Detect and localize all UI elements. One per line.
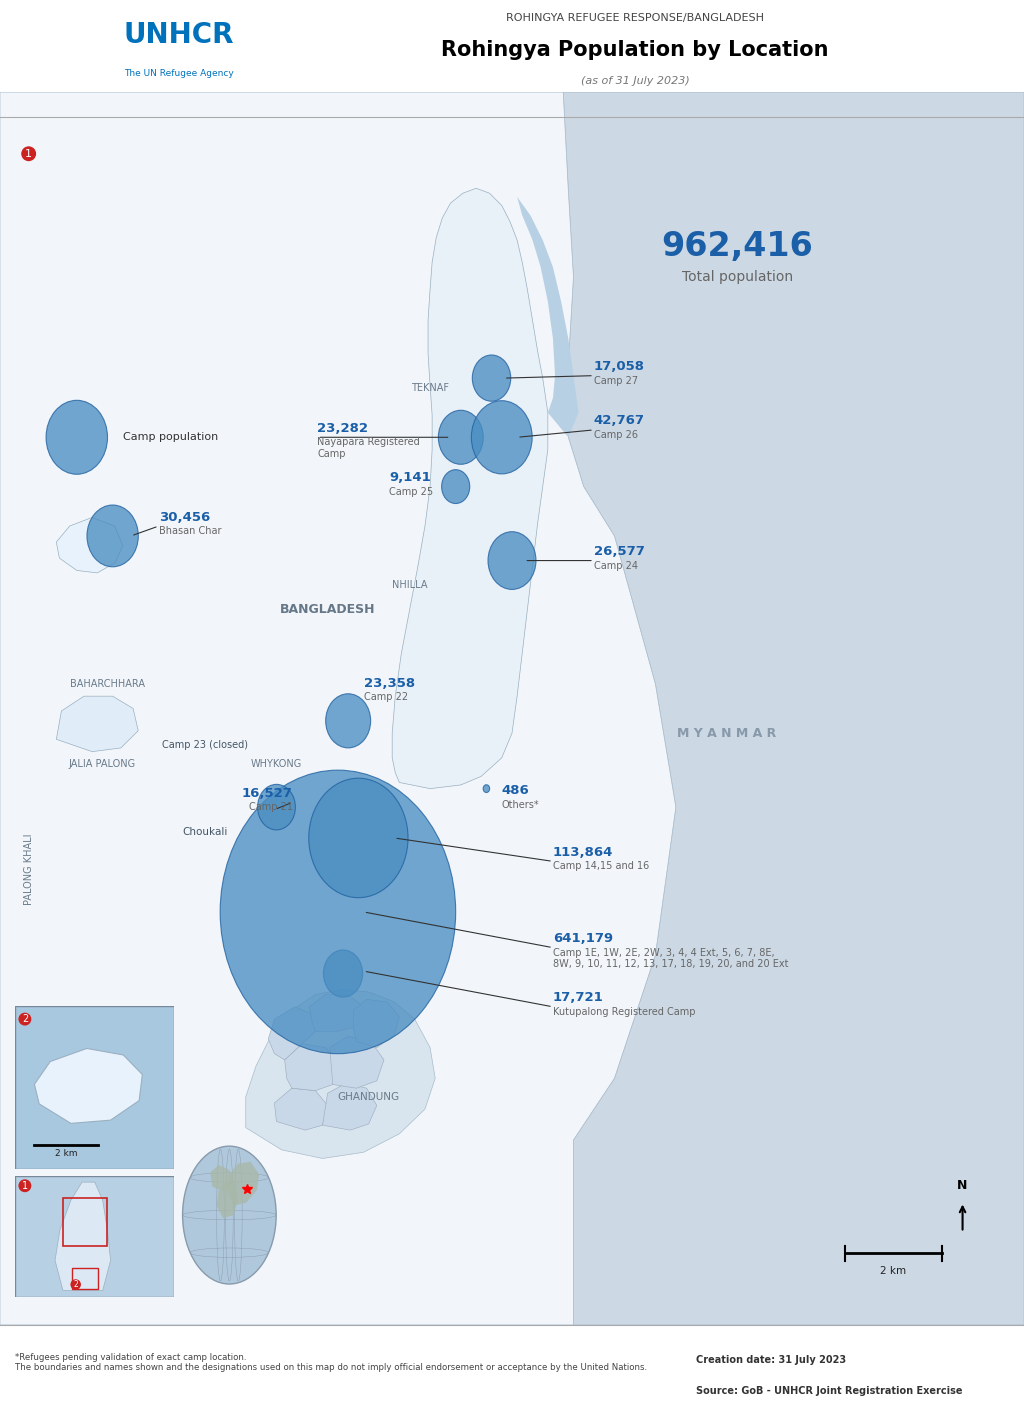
- Circle shape: [220, 771, 456, 1054]
- Text: *Refugees pending validation of exact camp location.
The boundaries and names sh: *Refugees pending validation of exact ca…: [15, 1352, 647, 1372]
- Polygon shape: [517, 197, 579, 438]
- Circle shape: [488, 531, 536, 589]
- Text: 1: 1: [26, 149, 32, 159]
- Polygon shape: [227, 1162, 259, 1206]
- Circle shape: [324, 949, 362, 998]
- Polygon shape: [274, 1088, 328, 1131]
- Text: Others*: Others*: [502, 799, 540, 809]
- Text: 113,864: 113,864: [553, 846, 613, 859]
- Polygon shape: [392, 188, 548, 789]
- Text: 17,721: 17,721: [553, 992, 604, 1005]
- Text: 16,527: 16,527: [242, 786, 293, 799]
- Text: 26,577: 26,577: [594, 546, 645, 558]
- Text: 23,282: 23,282: [317, 422, 369, 435]
- Polygon shape: [285, 1044, 338, 1091]
- Text: Kutupalong Registered Camp: Kutupalong Registered Camp: [553, 1007, 695, 1017]
- Text: M Y A N M A R: M Y A N M A R: [678, 727, 776, 740]
- Text: 2: 2: [22, 1015, 28, 1024]
- Text: Camp 27: Camp 27: [594, 376, 638, 385]
- Text: Camp 25: Camp 25: [389, 486, 433, 496]
- Polygon shape: [330, 1036, 384, 1088]
- Text: ROHINGYA REFUGEE RESPONSE/BANGLADESH: ROHINGYA REFUGEE RESPONSE/BANGLADESH: [506, 13, 764, 24]
- Text: Camp 23 (closed): Camp 23 (closed): [162, 741, 248, 751]
- Text: 23,358: 23,358: [364, 677, 415, 690]
- Circle shape: [87, 504, 138, 567]
- Text: 2: 2: [74, 1280, 78, 1289]
- Circle shape: [472, 356, 511, 401]
- Text: Bhasan Char: Bhasan Char: [159, 526, 221, 536]
- Text: The UN Refugee Agency: The UN Refugee Agency: [124, 69, 234, 78]
- Text: WHYKONG: WHYKONG: [251, 760, 302, 769]
- Text: Camp 21: Camp 21: [249, 802, 293, 812]
- Polygon shape: [56, 517, 123, 572]
- Text: RAJA PALONG: RAJA PALONG: [190, 1185, 260, 1195]
- Text: Camp 14,15 and 16: Camp 14,15 and 16: [553, 862, 649, 871]
- Text: Creation date: 31 July 2023: Creation date: 31 July 2023: [696, 1355, 847, 1365]
- Circle shape: [438, 411, 483, 465]
- Bar: [73, 1268, 98, 1289]
- Text: Camp 1E, 1W, 2E, 2W, 3, 4, 4 Ext, 5, 6, 7, 8E,
8W, 9, 10, 11, 12, 13, 17, 18, 19: Camp 1E, 1W, 2E, 2W, 3, 4, 4 Ext, 5, 6, …: [553, 948, 788, 969]
- Text: 2 km: 2 km: [55, 1149, 78, 1158]
- Polygon shape: [35, 1049, 142, 1124]
- Polygon shape: [210, 1165, 233, 1192]
- Polygon shape: [0, 92, 676, 1325]
- Polygon shape: [268, 1007, 315, 1060]
- Text: GHANDUNG: GHANDUNG: [338, 1093, 399, 1102]
- Polygon shape: [563, 92, 1024, 1325]
- Text: Nayapara Registered
Camp: Nayapara Registered Camp: [317, 438, 420, 459]
- Text: 42,767: 42,767: [594, 414, 645, 428]
- Polygon shape: [246, 989, 435, 1159]
- Polygon shape: [353, 999, 399, 1047]
- Text: TEKNAF: TEKNAF: [411, 383, 450, 393]
- Polygon shape: [56, 696, 138, 751]
- Text: 962,416: 962,416: [662, 230, 813, 262]
- Circle shape: [441, 469, 470, 503]
- Circle shape: [46, 400, 108, 475]
- Bar: [62, 1197, 108, 1246]
- Text: (as of 31 July 2023): (as of 31 July 2023): [581, 77, 689, 86]
- Text: BANGLADESH: BANGLADESH: [280, 604, 376, 616]
- Text: PALONG KHALI: PALONG KHALI: [24, 833, 34, 904]
- Text: Source: GoB - UNHCR Joint Registration Exercise: Source: GoB - UNHCR Joint Registration E…: [696, 1386, 963, 1396]
- Circle shape: [258, 785, 295, 830]
- Circle shape: [326, 694, 371, 748]
- Text: 30,456: 30,456: [159, 510, 210, 523]
- Circle shape: [182, 1146, 276, 1284]
- Text: Total population: Total population: [682, 271, 793, 283]
- Polygon shape: [55, 1182, 111, 1291]
- Circle shape: [471, 401, 532, 473]
- Text: Camp population: Camp population: [123, 432, 218, 442]
- Text: Camp 22: Camp 22: [364, 693, 408, 703]
- Text: N: N: [957, 1179, 968, 1192]
- Text: BAHARCHHARA: BAHARCHHARA: [70, 679, 145, 689]
- Text: 641,179: 641,179: [553, 932, 613, 945]
- Text: 17,058: 17,058: [594, 360, 645, 373]
- Circle shape: [309, 778, 408, 898]
- Text: Rohingya Population by Location: Rohingya Population by Location: [441, 40, 828, 60]
- Polygon shape: [323, 1083, 377, 1131]
- Text: 2 km: 2 km: [881, 1265, 906, 1275]
- Text: Choukali: Choukali: [182, 826, 227, 837]
- Text: NHILLA: NHILLA: [392, 580, 427, 591]
- Circle shape: [483, 785, 489, 792]
- Text: Camp 26: Camp 26: [594, 429, 638, 439]
- Text: 1: 1: [22, 1180, 28, 1190]
- Polygon shape: [309, 995, 364, 1032]
- Text: UNHCR: UNHCR: [124, 21, 234, 50]
- Polygon shape: [217, 1180, 238, 1219]
- Text: 486: 486: [502, 784, 529, 798]
- Text: Camp 24: Camp 24: [594, 561, 638, 571]
- Text: JALIA PALONG: JALIA PALONG: [69, 760, 136, 769]
- Text: 9,141: 9,141: [389, 470, 431, 485]
